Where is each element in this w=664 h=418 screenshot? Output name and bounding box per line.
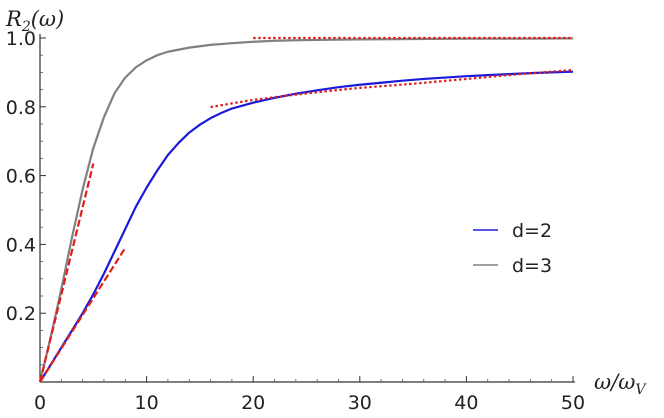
x-axis-title: ω/ωV	[594, 370, 647, 398]
x-axis-title-sub: V	[635, 382, 647, 398]
y-tick-label: 0.8	[6, 97, 36, 119]
y-axis-title-main: R	[5, 7, 22, 31]
y-tick-label: 0.4	[6, 234, 36, 256]
x-ticks: 0 10 20 30 40 50	[34, 376, 585, 414]
y-tick-label: 0.2	[6, 303, 36, 325]
legend: d=2 d=3	[473, 220, 552, 277]
legend-label-d2: d=2	[512, 220, 552, 242]
axes: 0 10 20 30 40 50 0.2 0.4 0.6 0.8 1.0	[6, 28, 585, 414]
y-axis-title: R2(ω)	[5, 7, 64, 35]
y-ticks: 0.2 0.4 0.6 0.8 1.0	[6, 28, 46, 366]
y-tick-label: 0.6	[6, 166, 36, 188]
asymptote-layer	[38, 36, 574, 383]
y-axis-title-sub: 2	[21, 19, 31, 35]
asymptote-line-1	[38, 163, 95, 383]
x-tick-label: 10	[135, 392, 159, 414]
x-tick-label: 0	[34, 392, 46, 414]
x-tick-label: 30	[348, 392, 372, 414]
y-axis-title-tail: (ω)	[31, 7, 65, 31]
x-tick-label: 40	[454, 392, 478, 414]
series-line-d2	[39, 70, 574, 383]
asymptote-line-4	[210, 68, 574, 109]
series-layer	[38, 37, 574, 383]
series-line-d3	[38, 37, 574, 383]
legend-label-d3: d=3	[512, 255, 552, 277]
y-tick-label: 1.0	[6, 28, 36, 50]
asymptote-line-2	[39, 247, 127, 383]
x-axis-title-main: ω/ω	[594, 370, 635, 394]
x-tick-label: 20	[241, 392, 265, 414]
x-tick-label: 50	[561, 392, 585, 414]
